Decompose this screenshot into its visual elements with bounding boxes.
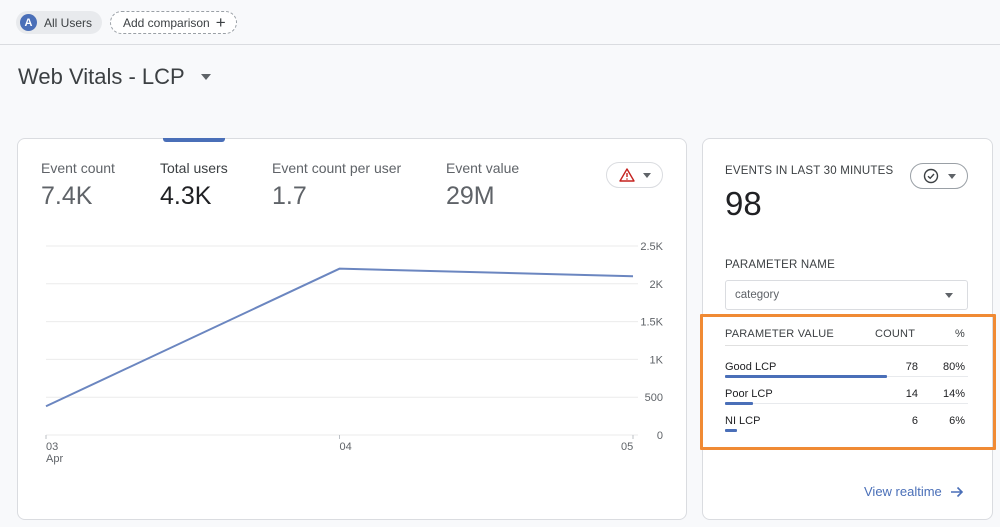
active-tab-indicator	[163, 138, 225, 142]
add-comparison-button[interactable]: Add comparison +	[110, 11, 237, 34]
segment-avatar: A	[20, 14, 37, 31]
metric-value: 7.4K	[41, 182, 93, 210]
metric-value: 4.3K	[160, 182, 212, 210]
metric-label: Event count per user	[272, 160, 402, 176]
add-comparison-label: Add comparison	[123, 15, 210, 30]
metric-tab-event-count[interactable]: Event count 7.4K	[41, 160, 115, 211]
page-title-dropdown[interactable]: Web Vitals - LCP	[18, 64, 211, 90]
column-header-percent: %	[955, 328, 965, 340]
row-percent: 6%	[949, 415, 965, 427]
metric-tab-total-users[interactable]: Total users 4.3K	[160, 160, 228, 211]
row-share-bar	[725, 375, 887, 378]
x-tick-label: 04	[340, 441, 352, 453]
chevron-down-icon	[642, 172, 651, 178]
check-circle-icon	[923, 168, 938, 184]
metric-value: 29M	[446, 182, 495, 210]
view-realtime-label: View realtime	[864, 484, 942, 499]
series-line	[45, 267, 634, 408]
row-count: 78	[905, 361, 918, 373]
warning-icon	[618, 168, 635, 182]
table-header: PARAMETER VALUE COUNT %	[725, 326, 968, 346]
arrow-right-icon	[950, 486, 963, 497]
event-chart-card: Event count 7.4K Total users 4.3K Event …	[17, 138, 687, 520]
line-chart: 2.5K 2K 1.5K 1K 500 0 03 04 05 Apr	[45, 241, 664, 465]
metric-label: Total users	[160, 160, 228, 176]
plus-icon: +	[215, 13, 226, 32]
parameter-name-label: PARAMETER NAME	[725, 259, 835, 271]
parameter-name-select[interactable]: category	[725, 280, 968, 310]
row-count: 6	[911, 415, 918, 427]
row-percent: 80%	[942, 361, 965, 373]
segment-label: All Users	[44, 15, 93, 30]
chevron-down-icon	[947, 173, 956, 179]
row-count: 14	[905, 388, 918, 400]
chevron-down-icon	[200, 74, 211, 80]
table-row[interactable]: Poor LCP 14 14%	[725, 385, 968, 412]
metric-label: Event value	[446, 160, 520, 176]
metric-label: Event count	[41, 160, 115, 176]
parameter-name-value: category	[735, 289, 780, 301]
y-tick-label: 1.5K	[640, 317, 663, 329]
row-percent: 14%	[942, 388, 965, 400]
y-tick-label: 500	[645, 392, 663, 404]
column-header-parameter-value: PARAMETER VALUE	[725, 328, 834, 340]
row-bar-track	[725, 403, 968, 404]
y-tick-label: 2K	[650, 279, 664, 291]
chevron-down-icon	[945, 292, 953, 298]
realtime-title: EVENTS IN LAST 30 MINUTES	[725, 165, 894, 177]
row-name: Good LCP	[725, 361, 777, 373]
table-row[interactable]: Good LCP 78 80%	[725, 358, 968, 385]
metric-tab-event-count-per-user[interactable]: Event count per user 1.7	[272, 160, 401, 211]
column-header-count: COUNT	[875, 328, 916, 340]
x-tick-sublabel: Apr	[46, 453, 63, 465]
view-realtime-link[interactable]: View realtime	[864, 484, 964, 499]
row-share-bar	[725, 429, 737, 432]
y-tick-label: 1K	[650, 354, 664, 366]
row-bar-track	[725, 430, 968, 431]
table-row[interactable]: NI LCP 6 6%	[725, 412, 968, 439]
metric-value: 1.7	[272, 182, 307, 210]
row-name: NI LCP	[725, 415, 761, 427]
insights-status-button[interactable]	[910, 163, 968, 189]
realtime-value: 98	[725, 185, 762, 222]
anomaly-alert-button[interactable]	[606, 162, 663, 188]
row-share-bar	[725, 402, 753, 405]
segment-chip-all-users[interactable]: A All Users	[16, 11, 103, 34]
realtime-card: EVENTS IN LAST 30 MINUTES 98 PARAMETER N…	[702, 138, 993, 520]
filter-bar: A All Users Add comparison +	[0, 0, 1000, 45]
y-tick-label: 2.5K	[640, 241, 663, 253]
x-tick-label: 05	[621, 441, 633, 453]
page-title: Web Vitals - LCP	[18, 64, 185, 89]
x-tick-label: 03	[46, 441, 58, 453]
metric-tab-event-value[interactable]: Event value 29M	[446, 160, 519, 211]
row-name: Poor LCP	[725, 388, 773, 400]
y-tick-label: 0	[657, 430, 663, 442]
